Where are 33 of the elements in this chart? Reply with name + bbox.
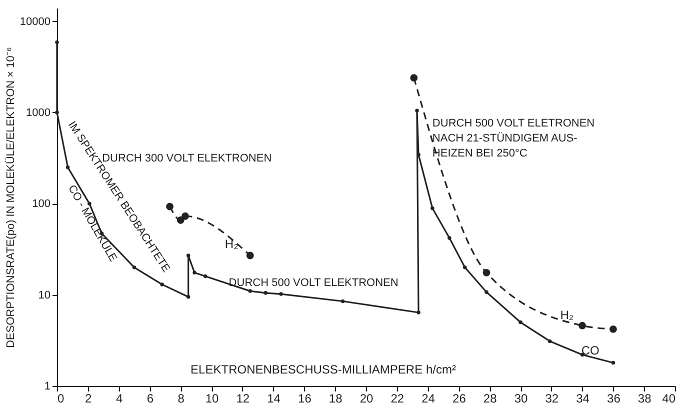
y-tick-label: 100 xyxy=(32,198,50,210)
y-axis-title: DESORPTIONSRATE(po) IN MOLEKÜLE/ELEKTRON × 10⁻⁶ xyxy=(4,47,17,348)
x-tick-label: 22 xyxy=(390,392,404,406)
y-tick-label: 10 xyxy=(38,289,50,302)
annotation: H₂ xyxy=(224,237,239,252)
x-tick-label: 14 xyxy=(267,392,281,406)
x-tick-label: 0 xyxy=(58,392,64,406)
x-axis-title: ELEKTRONENBESCHUSS-MILLIAMPERE h/cm² xyxy=(190,362,456,376)
x-tick-label: 20 xyxy=(360,392,374,406)
annotation: CO xyxy=(581,343,600,358)
annotation: DURCH 500 VOLT ELETRONEN NACH 21-STÜNDIGEM AUS- HEIZEN BEI 250°C xyxy=(432,117,595,160)
x-tick-label: 4 xyxy=(116,392,123,406)
x-tick-label: 36 xyxy=(607,392,621,406)
x-tick-label: 16 xyxy=(298,392,312,406)
x-tick-label: 34 xyxy=(576,392,590,406)
x-tick-label: 18 xyxy=(328,392,343,406)
x-tick-label: 38 xyxy=(638,392,652,406)
x-tick-label: 30 xyxy=(514,392,528,406)
x-tick-label: 40 xyxy=(662,392,676,406)
annotation: H₂ xyxy=(560,308,574,322)
y-tick-label: 1000 xyxy=(26,106,50,119)
x-tick-label: 28 xyxy=(483,392,498,406)
x-tick-label: 10 xyxy=(205,392,219,406)
y-tick-label: 10000 xyxy=(20,16,50,28)
x-tick-label: 24 xyxy=(422,392,436,406)
annotation: DURCH 500 VOLT ELEKTRONEN xyxy=(228,277,398,290)
x-tick-label: 32 xyxy=(545,392,559,406)
x-tick-label: 12 xyxy=(236,392,250,406)
x-tick-label: 26 xyxy=(452,392,466,406)
x-tick-label: 8 xyxy=(178,392,185,406)
y-tick-label: 1 xyxy=(44,380,50,392)
x-tick-label: 6 xyxy=(146,392,154,406)
x-tick-label: 2 xyxy=(85,392,92,406)
